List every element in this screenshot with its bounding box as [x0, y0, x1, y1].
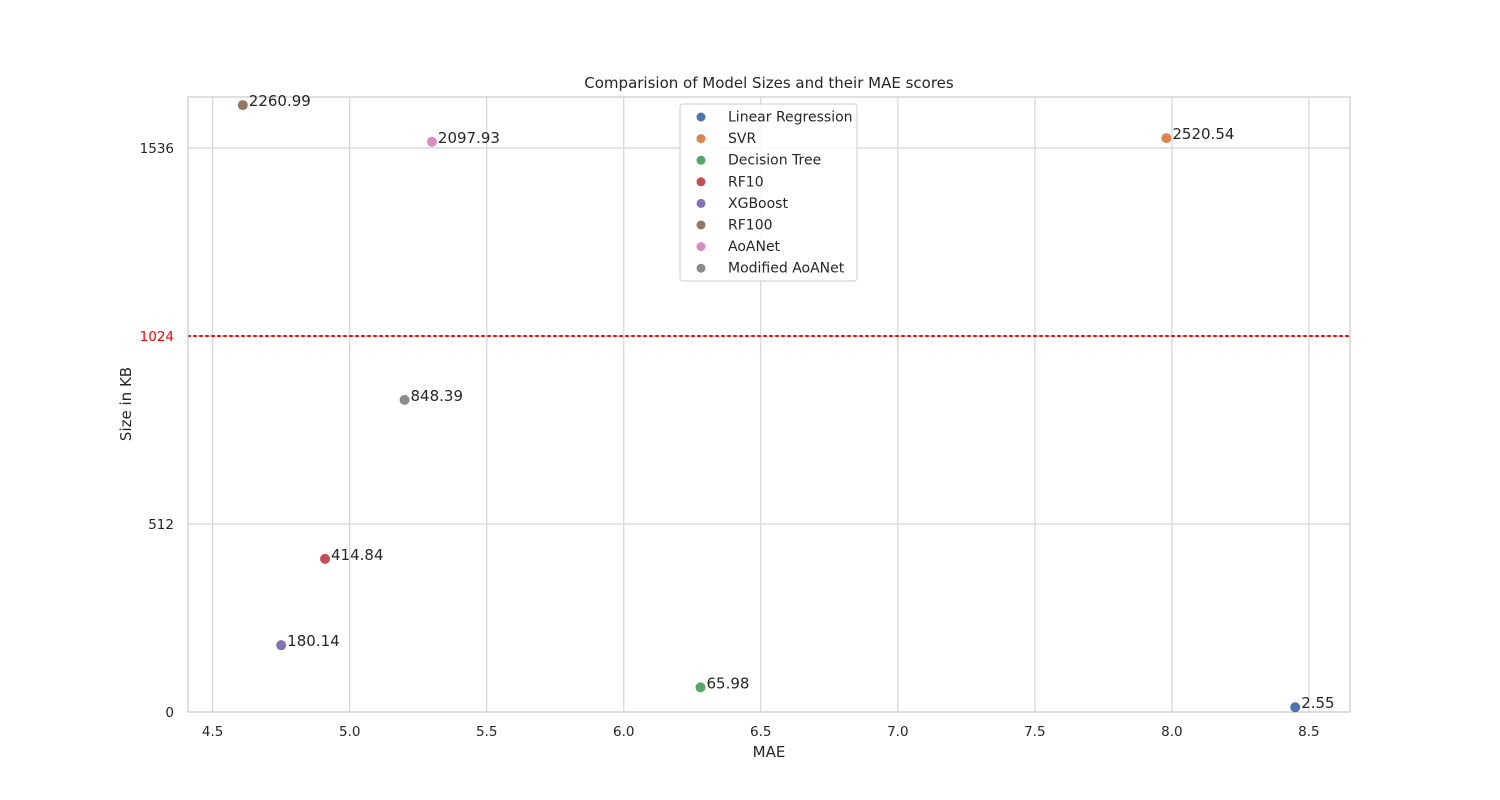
legend-entry: RF10	[728, 174, 764, 190]
data-point	[399, 394, 410, 405]
y-tick-label: 0	[165, 705, 174, 721]
x-tick-label: 7.5	[1024, 724, 1045, 740]
data-point	[426, 136, 437, 147]
x-tick-label: 6.5	[750, 724, 771, 740]
data-points: 2.55 2520.54 65.98 414.84 180.14 2260.99 2097.…	[237, 92, 1335, 713]
legend-marker	[696, 198, 706, 208]
x-tick-label: 8.5	[1298, 724, 1319, 740]
legend-marker	[696, 242, 706, 252]
data-label: 414.84	[331, 546, 384, 564]
y-tick-label: 1536	[140, 141, 174, 157]
x-axis-label: MAE	[753, 743, 786, 761]
legend-entry: AoANet	[728, 239, 781, 255]
legend-entry: Decision Tree	[728, 153, 821, 169]
x-tick-label: 5.5	[476, 724, 497, 740]
x-tick-label: 5.0	[339, 724, 360, 740]
legend-marker	[696, 155, 706, 165]
data-point	[1290, 702, 1301, 713]
data-point	[695, 682, 706, 693]
data-label: 65.98	[706, 674, 749, 692]
legend-entry: SVR	[728, 131, 756, 147]
legend-entry: XGBoost	[728, 196, 788, 212]
legend-marker	[696, 263, 706, 273]
data-point	[276, 640, 287, 651]
data-label: 2520.54	[1172, 125, 1234, 143]
data-label: 2097.93	[438, 129, 500, 147]
y-tick-label: 512	[148, 517, 174, 533]
data-point	[320, 553, 331, 564]
x-tick-label: 7.0	[887, 724, 908, 740]
legend: Linear Regression SVR Decision Tree RF10 XGB…	[679, 103, 858, 282]
data-label: 180.14	[287, 632, 340, 650]
legend-entry: RF100	[728, 218, 773, 234]
y-tick-label: 1024	[140, 329, 174, 345]
legend-marker	[696, 177, 706, 187]
data-label: 2.55	[1301, 694, 1334, 712]
chart-title: Comparision of Model Sizes and their MAE…	[584, 74, 954, 92]
y-axis-ticks: 0 512 1024 1536	[140, 141, 174, 721]
legend-entry: Modified AoANet	[728, 261, 845, 277]
x-axis-ticks: 4.5 5.0 5.5 6.0 6.5 7.0 7.5 8.0 8.5	[202, 724, 1320, 740]
data-label: 2260.99	[249, 92, 311, 110]
legend-marker	[696, 220, 706, 230]
data-point	[1161, 133, 1172, 144]
y-axis-label: Size in KB	[117, 367, 135, 441]
legend-marker	[696, 112, 706, 122]
x-tick-label: 8.0	[1161, 724, 1182, 740]
data-point	[237, 100, 248, 111]
legend-box	[679, 103, 858, 282]
legend-entry: Linear Regression	[728, 110, 853, 126]
plot-frame	[187, 96, 1351, 713]
x-tick-label: 4.5	[202, 724, 223, 740]
x-tick-label: 6.0	[613, 724, 634, 740]
data-label: 848.39	[411, 387, 464, 405]
legend-marker	[696, 134, 706, 144]
